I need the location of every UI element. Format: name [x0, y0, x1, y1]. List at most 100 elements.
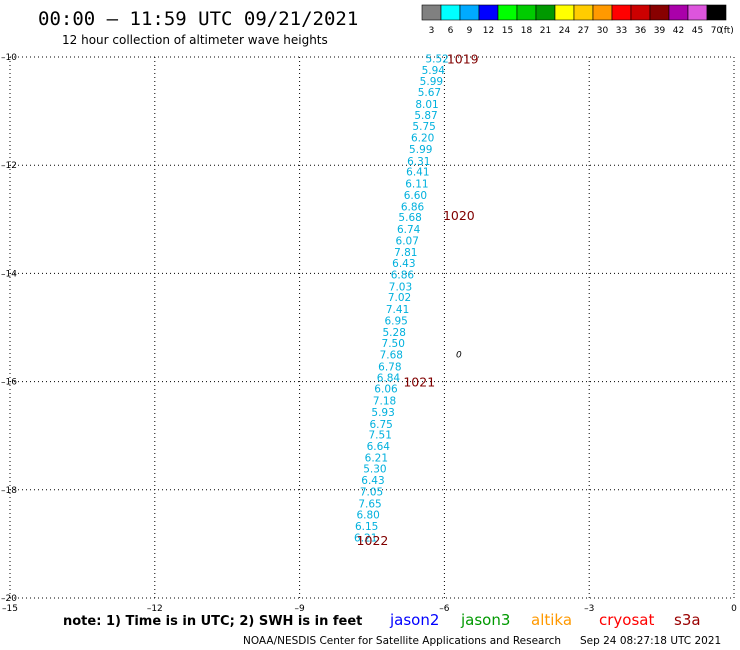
satellite-label: jason3 — [460, 611, 510, 629]
wave-height-value: 5.99 — [420, 76, 443, 88]
track-labels: 1019 1020 1021 1022 — [357, 52, 479, 548]
wave-height-value: 7.50 — [382, 338, 405, 350]
colorbar-label: 39 — [654, 26, 666, 36]
wave-height-value: 7.03 — [389, 281, 412, 293]
wave-height-value: 5.87 — [414, 110, 437, 122]
y-tick-label: –18 — [1, 486, 17, 496]
track-label: 1022 — [357, 533, 389, 548]
wave-height-value: 6.78 — [378, 361, 401, 373]
wave-height-value: 7.65 — [358, 498, 381, 510]
track-label: 1020 — [443, 208, 475, 223]
satellite-label: s3a — [674, 611, 701, 629]
wave-height-value: 6.06 — [374, 384, 398, 396]
satellite-legend: jason2 jason3 altika cryosat s3a — [389, 611, 701, 629]
satellite-label: jason2 — [389, 611, 439, 629]
wave-height-value: 6.43 — [361, 475, 384, 487]
wave-height-value: 6.86 — [391, 269, 415, 281]
wave-height-value: 5.99 — [409, 144, 432, 156]
colorbar-label: 6 — [448, 26, 454, 36]
colorbar-label: 3 — [429, 26, 435, 36]
x-tick-label: 0 — [731, 604, 737, 614]
colorbar-swatch — [516, 4, 537, 21]
wave-height-value: 6.60 — [404, 190, 427, 202]
colorbar-label: 33 — [616, 26, 627, 36]
colorbar-swatch — [478, 4, 499, 21]
wave-height-value: 5.52 — [425, 54, 448, 66]
colorbar-label: 27 — [578, 26, 589, 36]
track-label: 1019 — [447, 52, 479, 67]
colorbar-label: 36 — [635, 26, 647, 36]
colorbar-swatch — [535, 4, 556, 21]
y-tick-label: –10 — [1, 53, 17, 63]
colorbar-swatch — [554, 4, 575, 21]
colorbar-label: 45 — [692, 26, 703, 36]
wave-height-value: 6.80 — [356, 510, 379, 522]
wave-height-value: 6.21 — [354, 532, 377, 544]
wave-height-value: 6.15 — [355, 521, 378, 533]
axis-ticks: –15 –12 –9 –6 –3 0 –10 –12 –14 –16 –18 –20 — [1, 53, 737, 614]
wave-height-value: 5.67 — [418, 87, 441, 99]
x-tick-label: –12 — [147, 604, 163, 614]
wave-height-value: 6.74 — [397, 224, 421, 236]
colorbar-swatch — [592, 4, 613, 21]
wave-height-value: 7.68 — [380, 350, 403, 362]
wave-height-value: 6.84 — [377, 372, 401, 384]
wave-height-value: 7.41 — [386, 304, 409, 316]
y-tick-label: –12 — [1, 161, 17, 171]
wave-height-value: 7.81 — [394, 247, 417, 259]
colorbar-label: 30 — [597, 26, 609, 36]
wave-height-value: 8.01 — [415, 99, 438, 111]
colorbar-label: 18 — [521, 26, 533, 36]
footer-note: note: 1) Time is in UTC; 2) SWH is in fe… — [63, 614, 362, 629]
chart-title: 00:00 – 11:59 UTC 09/21/2021 — [38, 8, 358, 30]
colorbar-swatch — [687, 4, 708, 21]
wave-height-value: 5.94 — [422, 65, 446, 77]
colorbar-swatch — [630, 4, 651, 21]
colorbar-swatch — [649, 4, 670, 21]
colorbar-swatch — [706, 4, 727, 21]
colorbar-swatch — [421, 4, 442, 21]
wave-height-value: 7.51 — [369, 430, 392, 442]
track-label: 1021 — [403, 375, 435, 390]
colorbar-swatch — [668, 4, 689, 21]
wave-height-value: 6.75 — [369, 419, 392, 431]
wave-height-value: 5.28 — [383, 327, 406, 339]
colorbar-label: 21 — [540, 26, 551, 36]
wave-height-value: 6.11 — [405, 179, 428, 191]
wave-height-points: 5.525.945.995.678.015.875.756.205.996.31… — [354, 54, 449, 545]
colorbar-swatch — [611, 4, 632, 21]
wave-height-value: 6.43 — [392, 258, 415, 270]
wave-height-value: 7.18 — [373, 396, 396, 408]
wave-height-value: 5.93 — [371, 407, 394, 419]
wave-height-value: 6.95 — [384, 315, 407, 327]
footer-credit: NOAA/NESDIS Center for Satellite Applica… — [243, 635, 561, 647]
colorbar-label: 15 — [502, 26, 513, 36]
colorbar-swatch — [459, 4, 480, 21]
wave-height-value: 6.64 — [367, 441, 391, 453]
x-tick-label: –15 — [2, 604, 18, 614]
colorbar-swatch — [573, 4, 594, 21]
colorbar-label: 42 — [673, 26, 684, 36]
wave-height-value: 7.05 — [360, 486, 383, 498]
wave-height-value: 6.86 — [401, 201, 425, 213]
y-tick-label: –20 — [1, 594, 17, 604]
markers: 0 — [456, 351, 462, 361]
chart-subtitle: 12 hour collection of altimeter wave hei… — [62, 33, 328, 47]
wave-height-value: 5.75 — [412, 121, 435, 133]
marker-label: 0 — [456, 351, 462, 361]
wave-height-value: 6.21 — [365, 452, 388, 464]
colorbar-label: 70 — [711, 26, 723, 36]
wave-height-value: 7.02 — [388, 292, 411, 304]
grid — [9, 56, 735, 599]
colorbar: 3 6 9 12 15 18 21 24 27 30 33 36 39 42 45 70(ft) — [421, 4, 734, 36]
colorbar-label: 9 — [467, 26, 473, 36]
colorbar-label: 12 — [483, 26, 494, 36]
wave-height-value: 5.68 — [398, 212, 421, 224]
wave-height-value: 5.30 — [363, 464, 386, 476]
y-tick-label: –16 — [1, 378, 17, 388]
x-tick-label: –6 — [439, 604, 450, 614]
satellite-label: cryosat — [599, 611, 654, 629]
x-tick-label: –9 — [294, 604, 305, 614]
colorbar-swatch — [497, 4, 518, 21]
